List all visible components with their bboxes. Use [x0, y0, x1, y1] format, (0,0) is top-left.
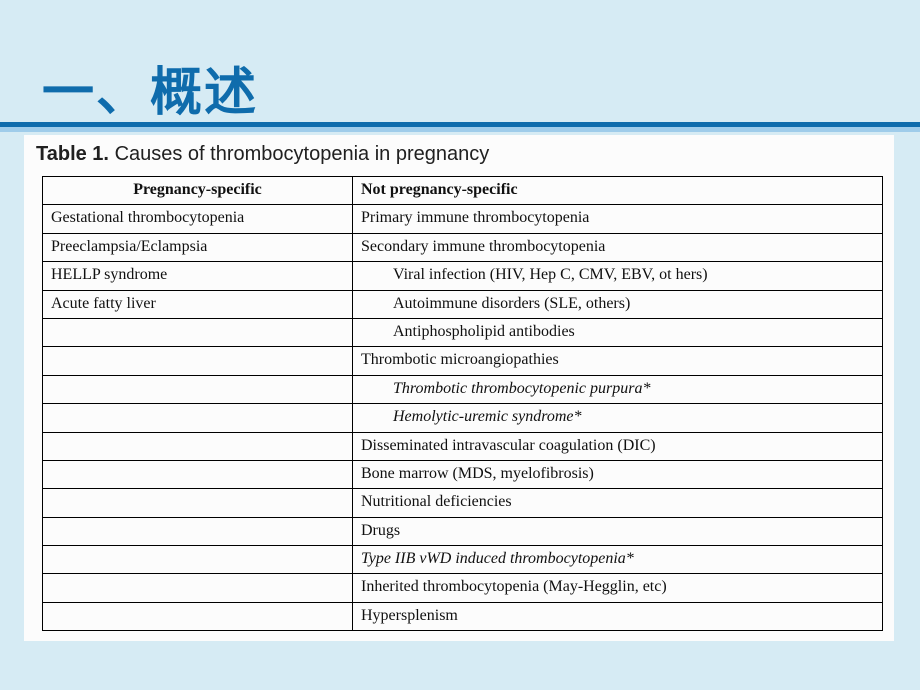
table-row: Bone marrow (MDS, myelofibrosis) [43, 460, 883, 488]
table-row: Antiphospholipid antibodies [43, 318, 883, 346]
slide: 一、概述 Table 1. Causes of thrombocytopenia… [0, 0, 920, 690]
caption-label: Table 1. [36, 143, 109, 165]
cell-pregnancy-specific: HELLP syndrome [43, 262, 353, 290]
cell-not-pregnancy-specific: Antiphospholipid antibodies [353, 318, 883, 346]
cell-pregnancy-specific [43, 347, 353, 375]
cell-pregnancy-specific [43, 404, 353, 432]
table-header-row: Pregnancy-specific Not pregnancy-specifi… [43, 177, 883, 205]
table-row: Thrombotic microangiopathies [43, 347, 883, 375]
caption-text: Causes of thrombocytopenia in pregnancy [115, 143, 490, 165]
cell-pregnancy-specific: Preeclampsia/Eclampsia [43, 233, 353, 261]
table-row: Inherited thrombocytopenia (May-Hegglin,… [43, 574, 883, 602]
cell-pregnancy-specific [43, 546, 353, 574]
cell-not-pregnancy-specific: Drugs [353, 517, 883, 545]
table-row: Disseminated intravascular coagulation (… [43, 432, 883, 460]
table-block: Table 1. Causes of thrombocytopenia in p… [24, 135, 894, 641]
cell-pregnancy-specific: Acute fatty liver [43, 290, 353, 318]
cell-not-pregnancy-specific: Disseminated intravascular coagulation (… [353, 432, 883, 460]
cell-not-pregnancy-specific: Thrombotic microangiopathies [353, 347, 883, 375]
cell-not-pregnancy-specific: Thrombotic thrombocytopenic purpura* [353, 375, 883, 403]
cell-not-pregnancy-specific: Bone marrow (MDS, myelofibrosis) [353, 460, 883, 488]
col-header-not-pregnancy-specific: Not pregnancy-specific [353, 177, 883, 205]
cell-pregnancy-specific [43, 318, 353, 346]
cell-pregnancy-specific [43, 375, 353, 403]
slide-heading: 一、概述 [42, 50, 258, 125]
cell-not-pregnancy-specific: Inherited thrombocytopenia (May-Hegglin,… [353, 574, 883, 602]
cell-not-pregnancy-specific: Primary immune thrombocytopenia [353, 205, 883, 233]
cell-pregnancy-specific [43, 432, 353, 460]
cell-pregnancy-specific [43, 517, 353, 545]
cell-not-pregnancy-specific: Nutritional deficiencies [353, 489, 883, 517]
cell-pregnancy-specific: Gestational thrombocytopenia [43, 205, 353, 233]
table-row: Gestational thrombocytopeniaPrimary immu… [43, 205, 883, 233]
table-row: Type IIB vWD induced thrombocytopenia* [43, 546, 883, 574]
table-row: Acute fatty liverAutoimmune disorders (S… [43, 290, 883, 318]
col-header-pregnancy-specific: Pregnancy-specific [43, 177, 353, 205]
table-body: Gestational thrombocytopeniaPrimary immu… [43, 205, 883, 631]
table-row: HELLP syndromeViral infection (HIV, Hep … [43, 262, 883, 290]
cell-not-pregnancy-specific: Secondary immune thrombocytopenia [353, 233, 883, 261]
table-row: Nutritional deficiencies [43, 489, 883, 517]
cell-not-pregnancy-specific: Hemolytic-uremic syndrome* [353, 404, 883, 432]
table-row: Hypersplenism [43, 602, 883, 630]
causes-table: Pregnancy-specific Not pregnancy-specifi… [42, 176, 883, 631]
table-caption: Table 1. Causes of thrombocytopenia in p… [36, 143, 884, 166]
cell-not-pregnancy-specific: Viral infection (HIV, Hep C, CMV, EBV, o… [353, 262, 883, 290]
cell-not-pregnancy-specific: Type IIB vWD induced thrombocytopenia* [353, 546, 883, 574]
table-row: Drugs [43, 517, 883, 545]
cell-not-pregnancy-specific: Autoimmune disorders (SLE, others) [353, 290, 883, 318]
cell-pregnancy-specific [43, 574, 353, 602]
cell-pregnancy-specific [43, 460, 353, 488]
cell-pregnancy-specific [43, 489, 353, 517]
table-row: Preeclampsia/EclampsiaSecondary immune t… [43, 233, 883, 261]
cell-pregnancy-specific [43, 602, 353, 630]
heading-underline-light [0, 127, 920, 132]
cell-not-pregnancy-specific: Hypersplenism [353, 602, 883, 630]
table-row: Hemolytic-uremic syndrome* [43, 404, 883, 432]
table-row: Thrombotic thrombocytopenic purpura* [43, 375, 883, 403]
